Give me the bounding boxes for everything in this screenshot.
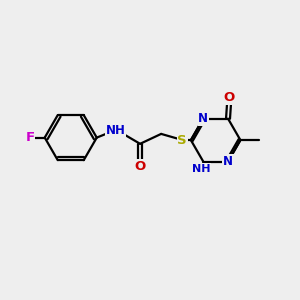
Text: N: N <box>223 155 233 168</box>
Text: O: O <box>224 91 235 104</box>
Text: F: F <box>25 131 34 144</box>
Text: NH: NH <box>105 124 125 137</box>
Text: O: O <box>134 160 146 172</box>
Text: NH: NH <box>191 164 210 174</box>
Text: S: S <box>177 134 187 147</box>
Text: N: N <box>198 112 208 125</box>
